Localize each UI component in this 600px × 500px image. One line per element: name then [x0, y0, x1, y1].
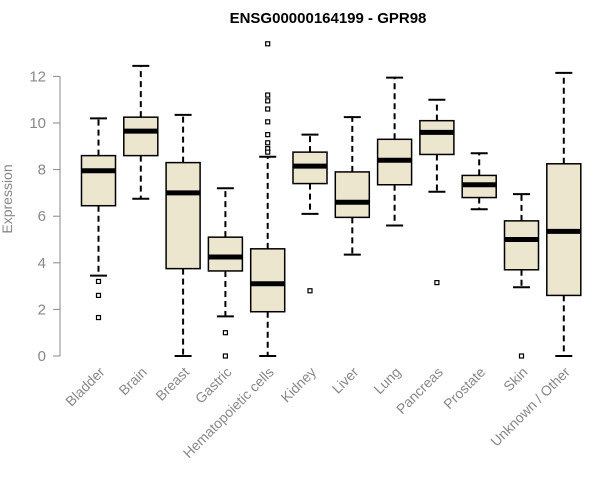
- outlier-point: [265, 106, 271, 112]
- outlier-point: [307, 288, 313, 294]
- box-breast: [165, 113, 201, 357]
- iqr-box: [123, 116, 159, 157]
- y-axis-label: Expression: [0, 164, 15, 233]
- outlier-point: [265, 119, 271, 125]
- iqr-box: [165, 161, 201, 270]
- iqr-box: [80, 154, 117, 207]
- x-tick-label: Kidney: [278, 364, 320, 406]
- box-brain: [123, 64, 159, 200]
- outlier-point: [222, 353, 228, 359]
- x-tick-label: Unknown / Other: [487, 364, 573, 450]
- box-kidney: [292, 133, 328, 294]
- y-tick-label: 12: [29, 68, 46, 85]
- x-tick-label: Breast: [152, 364, 192, 404]
- x-tick-label: Prostate: [440, 364, 488, 412]
- y-tick-label: 8: [38, 162, 46, 179]
- box-prostate: [461, 152, 497, 211]
- outlier-point: [95, 278, 102, 285]
- outlier-point: [265, 132, 271, 138]
- y-tick-label: 6: [38, 208, 46, 225]
- x-tick-label: Lung: [370, 364, 403, 397]
- box-unknown-other: [546, 71, 582, 357]
- x-tick-label: Skin: [500, 364, 531, 395]
- iqr-box: [207, 236, 244, 272]
- outlier-point: [265, 41, 271, 47]
- outlier-point: [95, 314, 102, 321]
- outlier-point: [265, 149, 271, 155]
- box-bladder: [80, 117, 117, 321]
- box-pancreas: [419, 98, 455, 286]
- boxes-group: [80, 41, 582, 359]
- outlier-point: [265, 92, 271, 98]
- y-tick-label: 10: [29, 115, 46, 132]
- x-tick-label: Liver: [329, 364, 362, 397]
- outlier-point: [265, 140, 271, 146]
- box-hematopoietic-cells: [249, 41, 286, 357]
- iqr-box: [503, 220, 540, 271]
- iqr-box: [249, 248, 286, 313]
- outlier-point: [434, 280, 440, 286]
- box-gastric: [207, 187, 244, 359]
- y-tick-label: 0: [38, 348, 46, 365]
- y-tick-label: 2: [38, 301, 46, 318]
- box-liver: [334, 116, 371, 256]
- outlier-point: [95, 292, 102, 299]
- x-tick-label: Bladder: [62, 364, 108, 410]
- box-skin: [503, 193, 540, 359]
- x-tick-label: Brain: [115, 364, 149, 398]
- x-tick-label: Pancreas: [393, 364, 446, 417]
- y-axis: 0 2 4 6 8 10 12: [29, 68, 61, 365]
- outlier-point: [518, 353, 525, 359]
- y-tick-label: 4: [38, 255, 46, 272]
- box-lung: [376, 76, 413, 227]
- outlier-point: [265, 98, 271, 104]
- iqr-box: [419, 119, 455, 156]
- outlier-point: [222, 330, 228, 336]
- chart-title: ENSG00000164199 - GPR98: [230, 10, 427, 27]
- iqr-box: [334, 171, 371, 219]
